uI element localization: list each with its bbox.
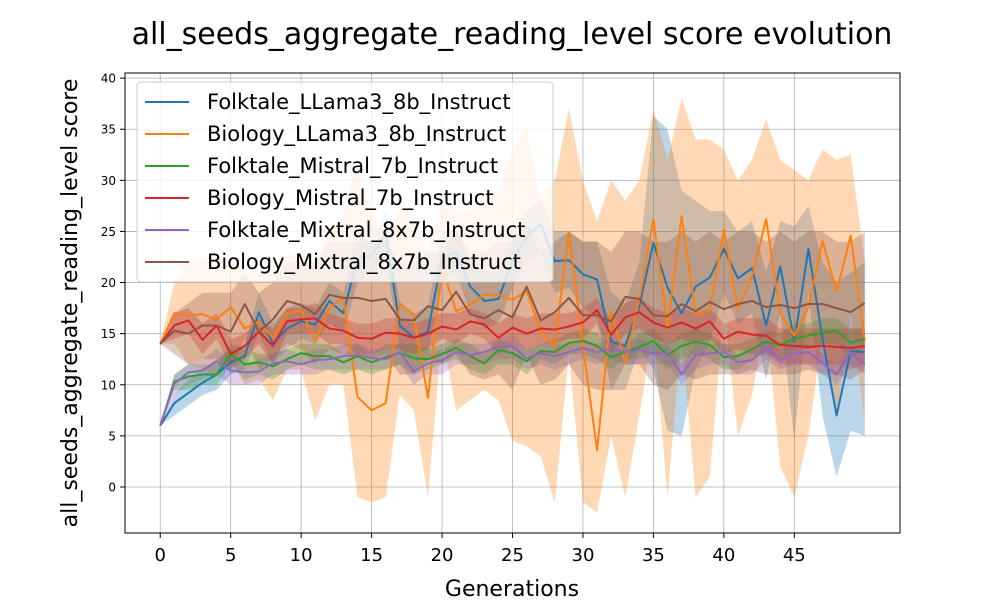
x-tick-label: 25 (501, 545, 524, 566)
legend-box (136, 81, 554, 283)
legend-label: Folktale_LLama3_8b_Instruct (207, 90, 511, 115)
y-tick-label: 10 (101, 378, 116, 392)
legend-label: Biology_Mistral_7b_Instruct (207, 186, 494, 211)
x-tick-label: 20 (431, 545, 454, 566)
legend: Folktale_LLama3_8b_Instruct Biology_LLama… (136, 81, 554, 283)
legend-label: Folktale_Mistral_7b_Instruct (207, 154, 498, 179)
chart-title: all_seeds_aggregate_reading_level score … (132, 17, 893, 52)
y-tick-label: 0 (108, 481, 116, 495)
x-tick-label: 30 (572, 545, 595, 566)
x-tick-label: 5 (225, 545, 236, 566)
legend-label: Biology_Mixtral_8x7b_Instruct (207, 250, 521, 275)
series-line-2 (159, 329, 866, 426)
series-line-4 (159, 344, 866, 426)
legend-label: Biology_LLama3_8b_Instruct (207, 122, 506, 147)
y-axis-label: all_seeds_aggregate_reading_level score (58, 79, 83, 528)
x-axis-label: Generations (445, 577, 579, 600)
legend-label: Folktale_Mixtral_8x7b_Instruct (207, 218, 525, 243)
series-line-1 (159, 215, 866, 452)
x-axis-ticks: 0 5 10 15 20 25 30 35 40 45 (155, 533, 806, 566)
x-tick-label: 15 (360, 545, 383, 566)
y-tick-label: 30 (101, 174, 116, 188)
x-tick-label: 40 (712, 545, 735, 566)
band-3 (160, 297, 865, 370)
y-tick-label: 20 (101, 276, 116, 290)
series-line-5 (159, 285, 866, 345)
band-0 (160, 115, 865, 477)
y-tick-label: 40 (101, 72, 116, 86)
series-line-3 (159, 309, 865, 356)
band-1 (160, 98, 865, 513)
x-tick-label: 10 (290, 545, 313, 566)
y-axis-ticks: 0 5 10 15 20 25 30 35 40 (101, 72, 125, 495)
y-tick-label: 25 (101, 225, 116, 239)
y-tick-label: 35 (101, 123, 116, 137)
y-tick-label: 15 (101, 327, 116, 341)
x-tick-label: 35 (642, 545, 665, 566)
x-tick-label: 45 (783, 545, 806, 566)
y-tick-label: 5 (108, 429, 116, 443)
band-2 (160, 318, 865, 426)
x-tick-label: 0 (155, 545, 166, 566)
